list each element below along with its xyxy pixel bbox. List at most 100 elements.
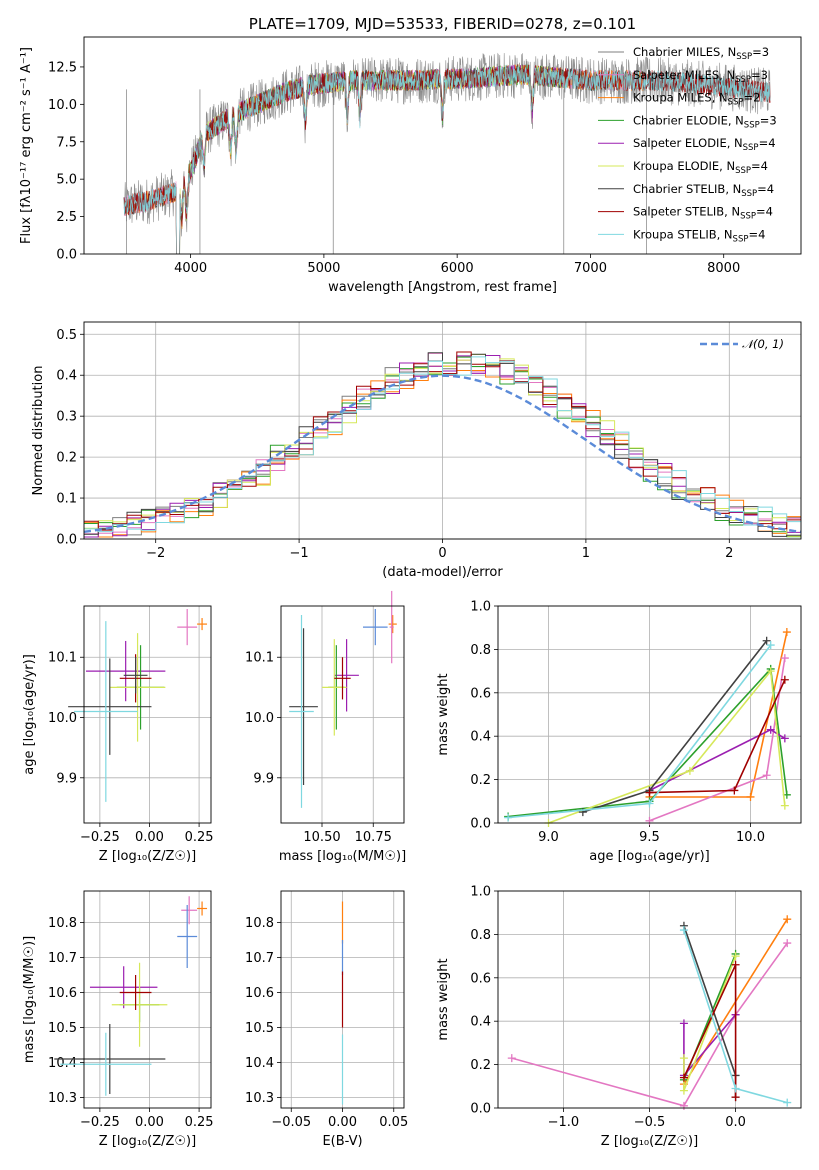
x-axis-label: E(B-V) [322,1134,362,1149]
weight-marker [679,926,688,935]
weight-marker [766,667,775,676]
legend-label-sub: SSP [735,75,751,85]
y-tick-label: 10.1 [245,651,274,666]
x-axis-label: mass [log₁₀(M/M☉)] [279,849,406,864]
y-tick-label: 0.2 [470,773,491,788]
legend-label: Salpeter STELIB, NSSP=4 [633,205,773,222]
y-axis-label: mass weight [436,958,451,1040]
y-tick-label: 12.5 [48,60,77,75]
series-line-kroupa_stelib [123,65,771,254]
x-tick-label: −2 [146,546,165,561]
weight-marker [731,960,740,969]
y-tick-label: 10.5 [245,1021,274,1036]
x-tick-label: 10.0 [736,830,765,845]
y-tick-label: 10.6 [48,986,77,1001]
weight-marker [685,766,694,775]
weight-marker [780,654,789,663]
weight-marker [504,813,513,822]
weight-marker [679,1073,688,1082]
legend-label-main: Salpeter STELIB, N [633,205,740,219]
legend-label: Salpeter MILES, NSSP=3 [633,68,768,85]
y-tick-label: 10.6 [245,986,274,1001]
y-tick-label: 10.1 [48,651,77,666]
y-axis-label: mass [log₁₀(M/M☉)] [22,936,37,1063]
y-tick-label: 0.8 [470,928,491,943]
y-axis-label: age [log₁₀(age/yr)] [22,654,37,775]
x-tick-label: 0.05 [379,1115,408,1130]
legend-label-main: Salpeter MILES, N [633,68,735,82]
mass-vs-EBV-chart: −0.05 0.00 0.05 10.3 10.4 10.5 10.6 10.7 10.8 E(B… [245,890,408,1149]
axes-frame [280,605,405,824]
x-tick-label: 0.00 [135,1115,164,1130]
weight-vs-Z-chart: −1.0 −0.5 0.0 0.0 0.2 0.4 0.6 0.8 1.0 Z [log₁₀(Z/… [436,885,802,1149]
weight-marker [762,771,771,780]
age-vs-Z-chart: −0.25 0.00 0.25 9.9 10.0 10.1 Z [log₁₀(Z/Z☉)] a… [22,605,214,864]
legend-label: Salpeter ELODIE, NSSP=4 [633,136,776,153]
legend-label-main: Kroupa STELIB, N [633,227,733,241]
x-tick-label: 9.5 [639,830,660,845]
axes-frame [497,890,802,1109]
y-tick-label: 10.0 [48,711,77,726]
y-tick-label: 0.2 [56,451,77,466]
normal-curve [84,374,801,533]
weight-marker [679,1019,688,1028]
weight-line-kroupa_elodie [548,669,786,824]
x-tick-label: 4000 [174,261,207,276]
x-tick-label: 0 [438,546,446,561]
weight-marker [762,636,771,645]
legend-label-sub: SSP [741,189,757,199]
legend-label-main: Kroupa ELODIE, N [633,159,735,173]
x-axis-label: Z [log₁₀(Z/Z☉)] [99,1134,196,1149]
x-tick-label: 0.25 [185,830,214,845]
x-tick-label: −1 [290,546,309,561]
legend-label: Chabrier ELODIE, NSSP=3 [633,113,777,130]
legend-label-sub: SSP [744,120,760,130]
weight-marker [780,675,789,684]
weight-marker [783,939,792,948]
legend-label-sub: SSP [728,98,744,108]
x-tick-label: −0.25 [80,1115,120,1130]
weight-line-salpeter_miles [511,942,788,1107]
weight-marker [746,792,755,801]
legend-label-sub: SSP [736,52,752,62]
y-tick-label: 0.0 [470,1102,491,1117]
legend-label: Kroupa ELODIE, NSSP=4 [633,159,768,176]
x-tick-label: 10.75 [355,830,392,845]
x-tick-label: 0.0 [725,1115,746,1130]
axes-frame [83,890,212,1109]
x-axis-label: age [log₁₀(age/yr)] [589,849,710,864]
age-vs-mass-chart: 10.50 10.75 9.9 10.0 10.1 mass [log₁₀(M/M☉)] [245,590,406,864]
legend-label-sub: SSP [740,212,756,222]
legend-label-end: =3 [760,113,777,127]
axes-frame [83,605,212,824]
weight-marker [645,799,654,808]
y-tick-label: 0.1 [56,492,77,507]
y-tick-label: 9.9 [56,771,77,786]
legend-label-main: Chabrier MILES, N [633,45,736,59]
x-tick-label: −0.05 [271,1115,311,1130]
weight-marker [679,1086,688,1095]
weight-line-salpeter_stelib [683,964,737,1098]
y-tick-label: 0.4 [470,730,491,745]
legend-label-end: =4 [751,159,768,173]
y-tick-label: 1.0 [470,885,491,900]
y-tick-label: 10.3 [48,1091,77,1106]
series-line-salpeter_miles [123,64,644,254]
y-tick-label: 2.5 [56,210,77,225]
x-tick-label: 0.25 [185,1115,214,1130]
legend-label-main: Kroupa MILES, N [633,91,728,105]
y-tick-label: 10.8 [245,916,274,931]
weight-marker [679,1054,688,1063]
mass-vs-Z-chart: −0.25 0.00 0.25 10.3 10.4 10.5 10.6 10.7 10.8 Z [… [22,890,214,1149]
residuals-chart: −2 −1 0 1 2 0.0 0.1 0.2 0.3 0.4 0.5 (data-model)/er… [31,321,802,580]
y-tick-label: 0.4 [470,1015,491,1030]
legend-label-main: Chabrier ELODIE, N [633,113,744,127]
x-tick-label: 0.00 [135,830,164,845]
x-tick-label: 1 [582,546,590,561]
legend-label-sub: SSP [743,143,759,153]
axes-frame [83,321,802,540]
weight-marker [780,801,789,810]
legend-label-end: =3 [752,45,769,59]
